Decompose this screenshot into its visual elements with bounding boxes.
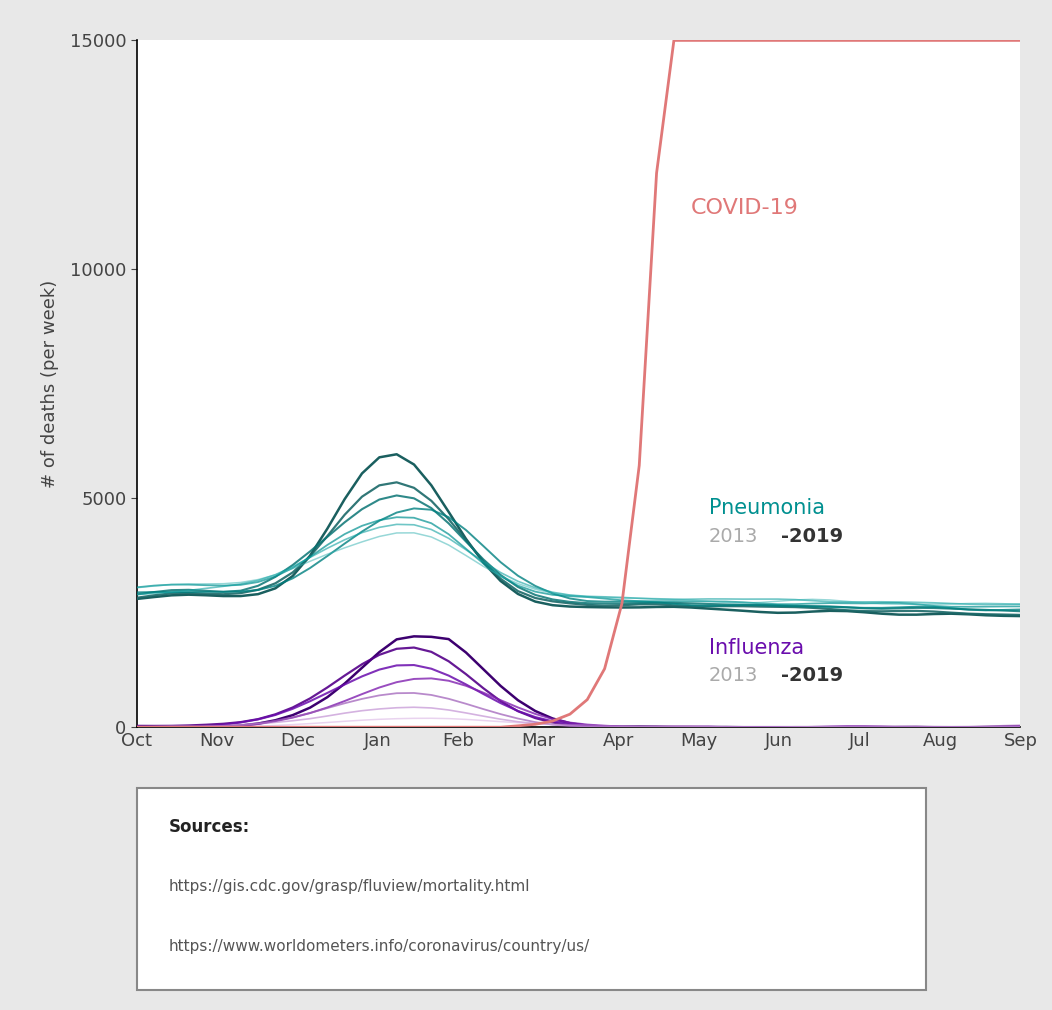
Text: COVID-19: COVID-19	[691, 198, 800, 218]
Text: https://www.worldometers.info/coronavirus/country/us/: https://www.worldometers.info/coronaviru…	[168, 939, 589, 954]
Text: Influenza: Influenza	[709, 638, 804, 658]
Text: Sources:: Sources:	[168, 818, 249, 836]
Y-axis label: # of deaths (per week): # of deaths (per week)	[41, 280, 59, 488]
Text: https://gis.cdc.gov/grasp/fluview/mortality.html: https://gis.cdc.gov/grasp/fluview/mortal…	[168, 879, 530, 894]
Text: 2013: 2013	[709, 527, 757, 545]
Text: -2019: -2019	[782, 667, 844, 686]
Text: 2013: 2013	[709, 667, 757, 686]
FancyBboxPatch shape	[137, 788, 926, 990]
Text: Pneumonia: Pneumonia	[709, 498, 825, 518]
Text: -2019: -2019	[782, 527, 844, 545]
